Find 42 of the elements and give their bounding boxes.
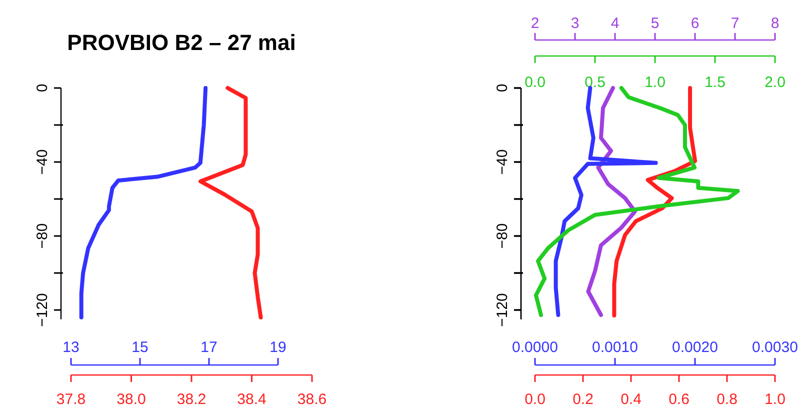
x-tick-label: 0.0000 — [512, 338, 558, 356]
x2-tick-label: 8 — [770, 14, 780, 32]
x2-tick-label: 0.0 — [524, 74, 546, 91]
x-tick-label: 0.2 — [572, 390, 594, 408]
x2-tick-label: 15 — [132, 338, 148, 356]
x-tick-label: 38.6 — [297, 390, 327, 408]
x-tick-label: 38.2 — [176, 390, 206, 408]
x-tick-label: 0.4 — [620, 390, 642, 408]
x-tick-label: 0.0020 — [672, 338, 718, 356]
y-tick-label: −80 — [34, 223, 51, 249]
x2-tick-label: 4 — [610, 14, 620, 32]
line-series — [198, 86, 263, 320]
x-tick-label: 0.6 — [668, 390, 690, 408]
y-tick-label: −80 — [494, 223, 511, 249]
x2-tick-label: 2 — [530, 14, 540, 32]
x2-tick-label: 13 — [62, 338, 80, 356]
y-tick-label: 0 — [494, 84, 511, 92]
x-tick-label: 0.0030 — [752, 338, 798, 356]
y-tick-label: −40 — [34, 149, 51, 175]
x-tick-label: 0.0 — [524, 390, 546, 408]
x2-tick-label: 6 — [690, 14, 700, 32]
x2-tick-label: 17 — [200, 338, 218, 356]
x2-tick-label: 2.0 — [764, 74, 786, 91]
x-tick-label: 38.0 — [116, 390, 146, 408]
x-tick-label: 1.0 — [764, 390, 786, 408]
y-tick-label: 0 — [34, 84, 51, 92]
x2-tick-label: 1.5 — [704, 74, 726, 91]
line-series — [612, 86, 698, 318]
x2-tick-label: 19 — [270, 338, 286, 356]
x-tick-label: 0.8 — [716, 390, 738, 408]
y-tick-label: −120 — [494, 293, 511, 327]
y-tick-label: −40 — [494, 149, 511, 175]
x-tick-label: 37.8 — [56, 390, 86, 408]
chart-title: PROVBIO B2 – 27 mai — [67, 30, 296, 55]
x2-tick-label: 5 — [650, 14, 660, 32]
x2-tick-label: 1.0 — [644, 74, 666, 91]
x2-tick-label: 0.5 — [584, 74, 606, 91]
x-tick-label: 38.4 — [237, 390, 266, 408]
y-tick-label: −120 — [34, 293, 51, 327]
x-tick-label: 0.0010 — [592, 338, 638, 356]
x2-tick-label: 7 — [730, 14, 740, 32]
x2-tick-label: 3 — [570, 14, 580, 32]
